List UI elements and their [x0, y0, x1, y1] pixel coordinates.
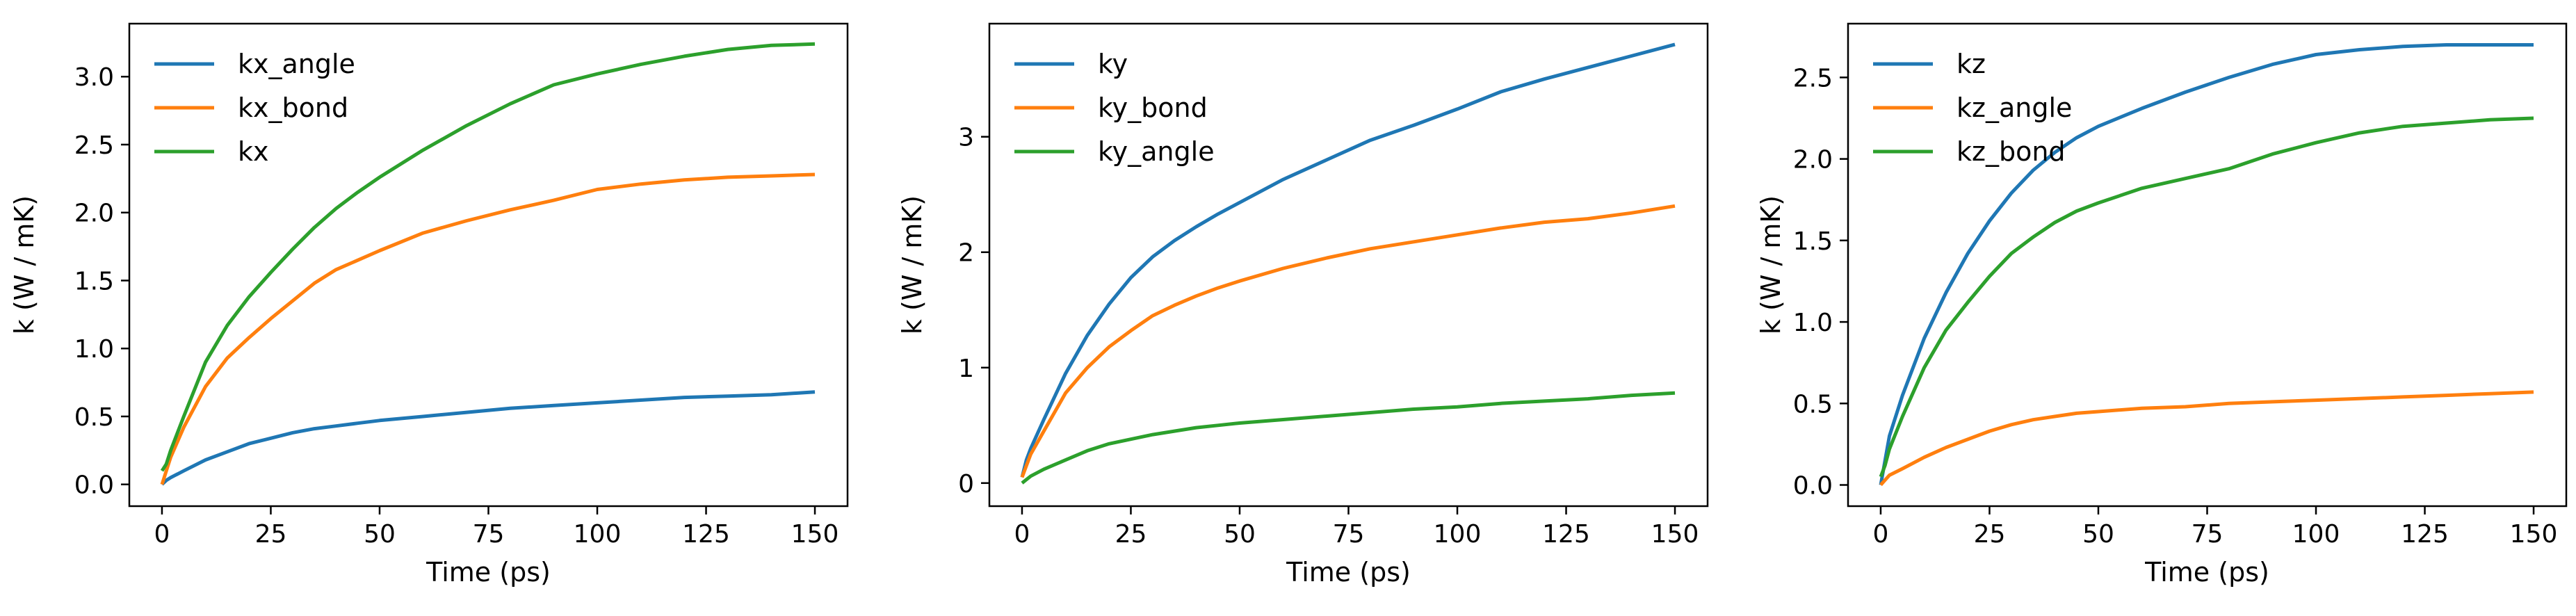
- series-line-ky-bond: [1020, 204, 1676, 478]
- x-tick-label: 75: [1333, 520, 1365, 549]
- x-tick-label: 50: [1224, 520, 1256, 549]
- y-axis-label: k (W / mK): [9, 195, 40, 334]
- x-tick-label: 100: [574, 520, 622, 549]
- x-tick-label: 100: [1434, 520, 1482, 549]
- x-tick-label: 75: [2192, 520, 2223, 549]
- x-tick-label: 150: [791, 520, 839, 549]
- series-line-ky: [1020, 42, 1676, 478]
- y-tick-label: 1.0: [1793, 309, 1833, 337]
- series-line-kx-angle: [161, 390, 816, 486]
- x-tick-label: 125: [682, 520, 730, 549]
- y-tick-label: 3: [958, 124, 974, 152]
- y-axis-label: k (W / mK): [897, 195, 927, 334]
- legend: kz kz_angle kz_bond: [1873, 49, 2072, 167]
- x-axis-label: Time (ps): [426, 557, 551, 587]
- y-tick-label: 1.5: [74, 267, 114, 295]
- series-group: [160, 42, 816, 486]
- legend-label: ky_bond: [1098, 92, 1208, 123]
- x-tick-label: 50: [2082, 520, 2114, 549]
- legend-label: kx_bond: [238, 92, 348, 123]
- x-tick-label: 25: [255, 520, 287, 549]
- x-tick-label: 0: [1873, 520, 1889, 549]
- y-tick-label: 0.5: [74, 403, 114, 432]
- axes-frame: [1847, 22, 2568, 508]
- x-tick-label: 50: [364, 520, 396, 549]
- y-tick-label: 1: [958, 355, 974, 383]
- x-tick-label: 150: [2510, 520, 2558, 549]
- legend-label: kx_angle: [238, 49, 355, 79]
- y-axis-label: k (W / mK): [1756, 195, 1786, 334]
- y-tick-label: 2: [958, 239, 974, 268]
- axes-frame: [128, 22, 849, 508]
- series-line-kz-bond: [1879, 116, 2534, 478]
- y-tick-label: 0.0: [1793, 472, 1833, 501]
- series-line-kz: [1879, 43, 2534, 485]
- x-tick-label: 75: [473, 520, 505, 549]
- legend-label: kz: [1957, 49, 1986, 79]
- x-tick-label: 25: [1974, 520, 2006, 549]
- series-line-kx: [160, 42, 816, 472]
- y-tick-label: 1.5: [1793, 227, 1833, 256]
- chart-panel-1: 0 25 50 75 100 125 150 0.0 0.5 1.0 1.5 2.0 2.5 3.0 Tim…: [9, 22, 849, 587]
- y-tick-label: 3.0: [74, 63, 114, 92]
- legend-label: kz_bond: [1957, 136, 2066, 167]
- legend-label: kz_angle: [1957, 92, 2072, 123]
- y-tick-label: 2.0: [1793, 146, 1833, 175]
- axes-frame: [988, 22, 1709, 508]
- y-tick-label: 1.0: [74, 335, 114, 364]
- x-tick-label: 125: [1542, 520, 1590, 549]
- y-tick-label: 0: [958, 470, 974, 499]
- x-tick-label: 100: [2292, 520, 2340, 549]
- x-axis-label: Time (ps): [2144, 557, 2269, 587]
- chart-panel-2: 0 25 50 75 100 125 150 0 1 2 3 Time (ps) k (W / mK) k…: [897, 22, 1709, 587]
- x-axis-label: Time (ps): [1286, 557, 1411, 587]
- y-tick-label: 0.5: [1793, 390, 1833, 419]
- x-tick-label: 150: [1651, 520, 1699, 549]
- x-tick-label: 125: [2401, 520, 2449, 549]
- y-tick-label: 2.5: [74, 131, 114, 160]
- series-line-kx-bond: [160, 172, 816, 485]
- x-tick-label: 0: [1014, 520, 1030, 549]
- x-tick-label: 25: [1115, 520, 1147, 549]
- legend: ky ky_bond ky_angle: [1014, 49, 1215, 167]
- x-tick-label: 0: [154, 520, 170, 549]
- legend-label: kx: [238, 136, 269, 167]
- y-tick-label: 0.0: [74, 471, 114, 500]
- series-group: [1879, 43, 2534, 487]
- chart-panel-3: 0 25 50 75 100 125 150 0.0 0.5 1.0 1.5 2.0 2.5 Time (…: [1756, 22, 2568, 587]
- legend-label: ky_angle: [1098, 136, 1215, 167]
- series-line-kz-angle: [1879, 390, 2534, 487]
- series-group: [1020, 42, 1676, 485]
- y-tick-label: 2.5: [1793, 64, 1833, 92]
- y-tick-label: 2.0: [74, 200, 114, 228]
- series-line-ky-angle: [1021, 391, 1676, 485]
- legend-label: ky: [1098, 49, 1128, 79]
